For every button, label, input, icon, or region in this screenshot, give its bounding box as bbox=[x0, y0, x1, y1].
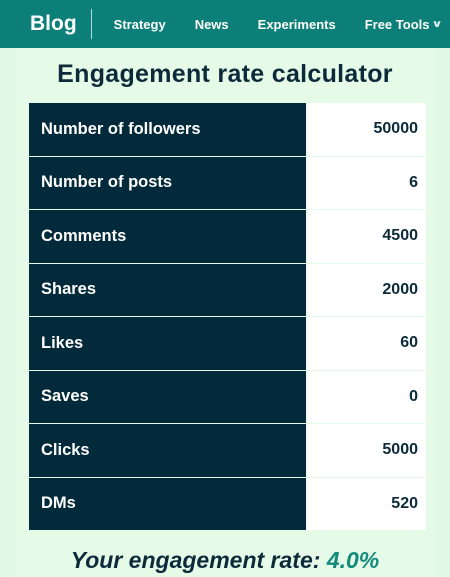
input-clicks[interactable]: 5000 bbox=[306, 424, 426, 477]
label-posts: Number of posts bbox=[29, 156, 306, 209]
label-shares: Shares bbox=[29, 263, 306, 316]
row-dms: DMs 520 bbox=[29, 477, 426, 531]
label-likes: Likes bbox=[29, 317, 306, 370]
nav-item-news[interactable]: News bbox=[194, 16, 229, 32]
row-comments: Comments 4500 bbox=[29, 210, 426, 264]
input-shares[interactable]: 2000 bbox=[306, 263, 426, 316]
label-followers: Number of followers bbox=[29, 103, 306, 156]
nav-item-free-tools[interactable]: Free Tools ∨ bbox=[364, 16, 444, 32]
chevron-down-icon: ∨ bbox=[431, 18, 444, 30]
input-posts[interactable]: 6 bbox=[306, 156, 426, 209]
input-saves[interactable]: 0 bbox=[306, 370, 426, 423]
label-dms: DMs bbox=[29, 477, 306, 530]
label-comments: Comments bbox=[29, 210, 306, 263]
input-dms[interactable]: 520 bbox=[306, 477, 426, 530]
result-label: Your engagement rate: bbox=[70, 547, 321, 573]
engagement-result: Your engagement rate: 4.0% bbox=[0, 547, 450, 574]
input-followers[interactable]: 50000 bbox=[306, 103, 426, 156]
row-followers: Number of followers 50000 bbox=[29, 103, 426, 157]
row-likes: Likes 60 bbox=[29, 317, 426, 371]
calculator-table: Number of followers 50000 Number of post… bbox=[29, 103, 426, 531]
top-navigation-bar: Blog Strategy News Experiments Free Tool… bbox=[0, 0, 450, 48]
nav-item-experiments[interactable]: Experiments bbox=[257, 16, 336, 32]
calculator-title: Engagement rate calculator bbox=[57, 60, 393, 88]
result-value: 4.0% bbox=[326, 547, 380, 573]
row-shares: Shares 2000 bbox=[29, 263, 426, 317]
nav-item-strategy[interactable]: Strategy bbox=[113, 16, 166, 32]
row-saves: Saves 0 bbox=[29, 370, 426, 424]
row-clicks: Clicks 5000 bbox=[29, 424, 426, 478]
label-saves: Saves bbox=[29, 370, 306, 423]
nav-menu: Strategy News Experiments Free Tools ∨ bbox=[113, 16, 444, 32]
input-comments[interactable]: 4500 bbox=[306, 210, 426, 263]
row-posts: Number of posts 6 bbox=[29, 156, 426, 210]
input-likes[interactable]: 60 bbox=[306, 317, 426, 370]
label-clicks: Clicks bbox=[29, 424, 306, 477]
brand-logo[interactable]: Blog bbox=[0, 9, 92, 39]
nav-item-free-tools-label: Free Tools bbox=[364, 16, 430, 32]
